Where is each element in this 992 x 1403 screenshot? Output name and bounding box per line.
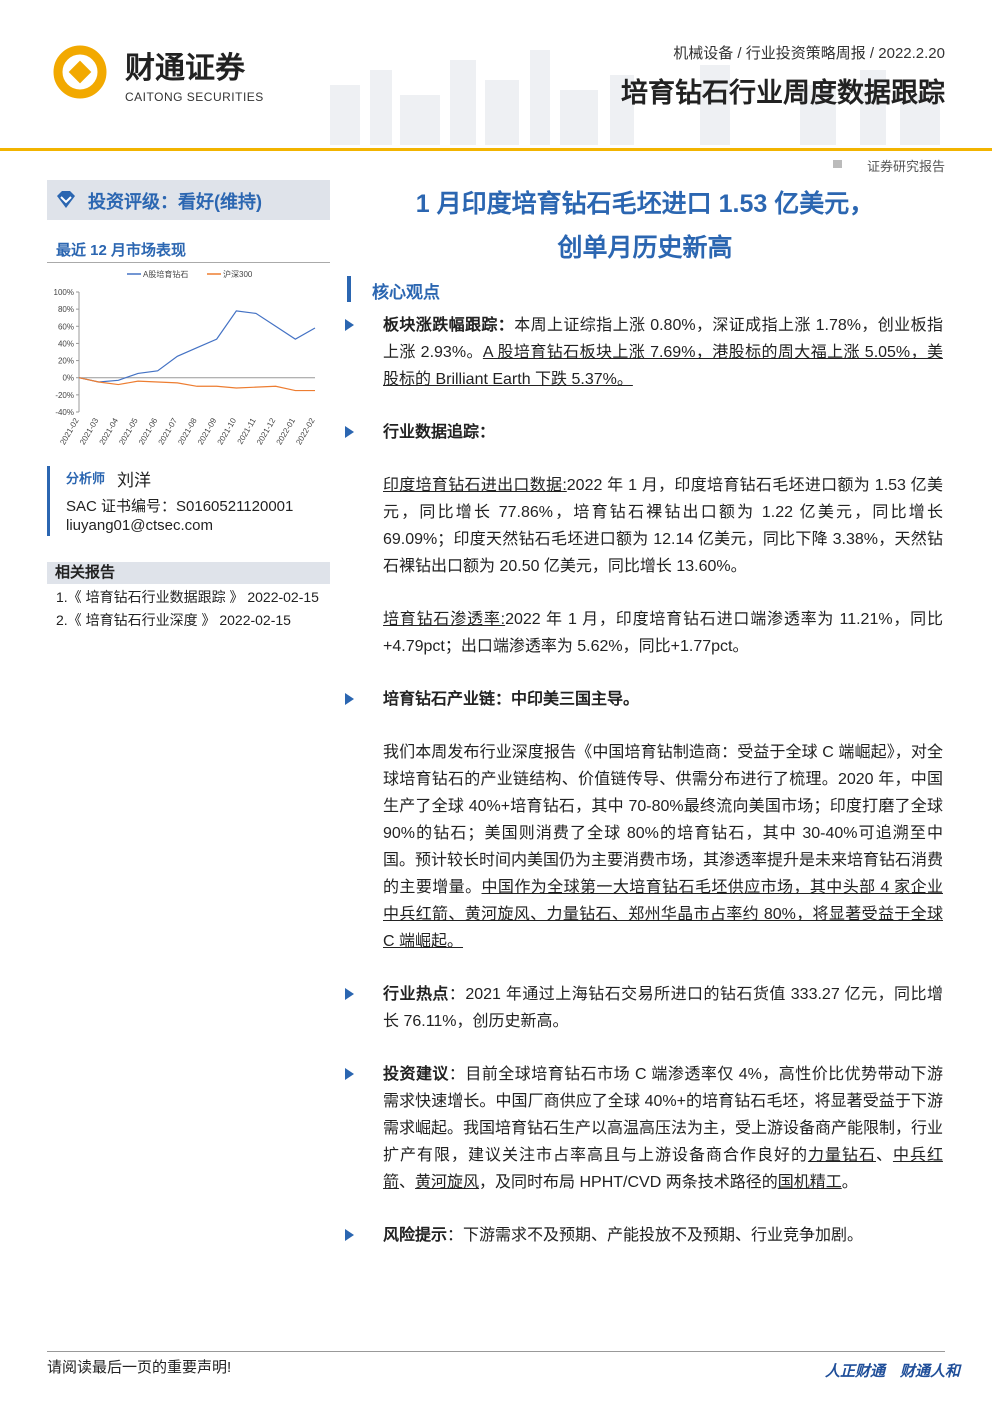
text-run: 行业热点 [383, 986, 449, 1003]
header-graphics: 财通证券 CAITONG SECURITIES 机械设备 / 行业投资策略周报 … [0, 45, 992, 174]
text-run: ：目前全球培育钻石市场 C 端渗透率仅 4%，高性价比优势带动下游需求快速增长。… [383, 1066, 944, 1164]
report-icon [833, 160, 842, 168]
text-run: 印度培育钻石进出口数据: [383, 477, 567, 494]
section-title: 核心观点 [372, 283, 440, 302]
text-run: 2022 年 1 月，印度培育钻石进口端渗透率为 11.21%，同比+4.79p… [383, 611, 943, 655]
related-item: 1.《 培育钻石行业数据跟踪 》 2022-02-15 [56, 589, 319, 605]
text-run: 黄河旋风 [415, 1174, 480, 1191]
y-tick-label: -40% [55, 408, 74, 417]
bullet: 行业数据追踪： 印度培育钻石进出口数据:2022 年 1 月，印度培育钻石毛坯进口… [345, 419, 943, 660]
logo-core [68, 60, 92, 84]
series-line [78, 377, 315, 392]
market-chart: -40%-20%0%20%40%60%80%100%2021-022021-03… [54, 269, 317, 446]
text-run: 投资建议 [383, 1066, 449, 1083]
paragraph: 我们本周发布行业深度报告《中国培育钻制造商：受益于全球 C 端崛起》，对全球培育… [383, 739, 943, 955]
related-list: 1.《 培育钻石行业数据跟踪 》 2022-02-15 2.《 培育钻石行业深度 … [56, 586, 321, 632]
text-run: A 股培育钻石板块上涨 7.69%，港股标的周大福上涨 5.05%，美股标的 B… [383, 344, 943, 388]
y-tick-label: 100% [54, 288, 74, 297]
related-title: 相关报告 [47, 562, 330, 584]
paragraph: 培育钻石产业链：中印美三国主导。 [383, 686, 943, 713]
text-run: 培育钻石渗透率: [383, 611, 506, 628]
bullet: 板块涨跌幅跟踪：本周上证综指上涨 0.80%，深证成指上涨 1.78%，创业板指… [345, 312, 943, 393]
bullet-marker [345, 319, 354, 331]
related-item: 2.《 培育钻石行业深度 》 2022-02-15 [56, 612, 291, 628]
breadcrumb: 机械设备 / 行业投资策略周报 / 2022.2.20 [673, 45, 945, 62]
rating-box [47, 180, 330, 220]
analyst-email: liuyang01@ctsec.com [66, 517, 213, 534]
header-rule [0, 148, 992, 151]
paragraph: 风险提示：下游需求不及预期、产能投放不及预期、行业竞争加剧。 [383, 1222, 943, 1249]
analyst-name: 刘洋 [117, 471, 151, 490]
y-tick-label: -20% [55, 391, 74, 400]
text-run: 风险提示 [383, 1227, 448, 1244]
text-run: 中国作为全球第一大培育钻石毛坯供应市场，其中头部 4 家企业中兵红箭、黄河旋风、… [383, 879, 943, 950]
logo-ring [53, 45, 107, 99]
rating: 投资评级：看好(维持) [88, 192, 262, 212]
y-tick-label: 40% [58, 339, 74, 348]
y-tick-label: 80% [58, 305, 74, 314]
bullet: 风险提示：下游需求不及预期、产能投放不及预期、行业竞争加剧。 [345, 1222, 943, 1249]
title-line: 创单月历史新高 [557, 234, 733, 262]
bullet: 行业热点：2021 年通过上海钻石交易所进口的钻石货值 333.27 亿元，同比… [345, 981, 943, 1035]
bullets: 板块涨跌幅跟踪：本周上证综指上涨 0.80%，深证成指上涨 1.78%，创业板指… [345, 312, 943, 1275]
paragraph: 投资建议：目前全球培育钻石市场 C 端渗透率仅 4%，高性价比优势带动下游需求快… [383, 1061, 943, 1196]
text-run: 2022 年 1 月，印度培育钻石毛坯进口额为 1.53 亿美元，同比增长 77… [383, 477, 943, 575]
text-run: 培育钻石产业链：中印美三国主导。 [383, 691, 640, 708]
series-line [78, 310, 316, 383]
text-run: ，及同时布局 HPHT/CVD 两条技术路径的 [479, 1174, 778, 1191]
text-run: 行业数据追踪： [383, 424, 496, 441]
bullet-marker [345, 1068, 354, 1080]
y-tick-label: 60% [58, 322, 74, 331]
logo-en: CAITONG SECURITIES [125, 90, 264, 104]
legend-label: 沪深300 [223, 269, 253, 279]
paragraph: 培育钻石渗透率:2022 年 1 月，印度培育钻石进口端渗透率为 11.21%，… [383, 606, 943, 660]
bullet-marker [345, 426, 354, 438]
analyst-sac: SAC 证书编号：S0160521120001 [66, 498, 294, 515]
text-run: 我们本周发布行业深度报告《中国培育钻制造商：受益于全球 C 端崛起》，对全球培育… [383, 744, 944, 896]
main-title: 1 月印度培育钻石毛坯进口 1.53 亿美元， 创单月历史新高 [345, 182, 945, 270]
logo-cn: 财通证券 [125, 52, 246, 85]
footer-slogan: 人正财通 财通人和 [824, 1363, 960, 1380]
rule [47, 262, 330, 263]
header-title: 培育钻石行业周度数据跟踪 [621, 77, 945, 108]
analyst-bar [47, 466, 50, 536]
text-run: 、 [875, 1147, 893, 1164]
rating-icon [57, 191, 75, 208]
text-run: 板块涨跌幅跟踪： [383, 317, 515, 334]
x-tick-label: 2022-02 [294, 416, 317, 446]
text-run: 力量钻石 [807, 1147, 876, 1164]
bullet-marker [345, 988, 354, 1000]
footer-rule [47, 1351, 945, 1352]
text-run: ：下游需求不及预期、产能投放不及预期、行业竞争加剧。 [447, 1227, 864, 1244]
analyst-label: 分析师 [66, 471, 106, 486]
bullet: 培育钻石产业链：中印美三国主导。我们本周发布行业深度报告《中国培育钻制造商：受益… [345, 686, 943, 955]
paragraph: 印度培育钻石进出口数据:2022 年 1 月，印度培育钻石毛坯进口额为 1.53… [383, 472, 943, 580]
section-bar [347, 276, 351, 302]
paragraph: 板块涨跌幅跟踪：本周上证综指上涨 0.80%，深证成指上涨 1.78%，创业板指… [383, 312, 943, 393]
bullet-marker [345, 693, 354, 705]
bullet: 投资建议：目前全球培育钻石市场 C 端渗透率仅 4%，高性价比优势带动下游需求快… [345, 1061, 943, 1196]
text-run: 国机精工 [777, 1174, 842, 1191]
report-type: 证券研究报告 [867, 159, 945, 174]
market-title: 最近 12 月市场表现 [56, 242, 187, 259]
text-run: 本周上证综指上涨 0.80%，深证成指上涨 1.78%，创业板指上涨 2.93%… [383, 317, 943, 361]
text-run: 中兵红箭 [383, 1147, 943, 1191]
skyline [330, 50, 940, 145]
y-tick-label: 20% [58, 357, 74, 366]
text-run: 、 [399, 1174, 416, 1191]
paragraph: 行业数据追踪： [383, 419, 943, 446]
y-tick-label: 0% [62, 374, 74, 383]
bullet-marker [345, 1229, 354, 1241]
text-run: 。 [841, 1174, 858, 1191]
paragraph: 行业热点：2021 年通过上海钻石交易所进口的钻石货值 333.27 亿元，同比… [383, 981, 943, 1035]
title-line: 1 月印度培育钻石毛坯进口 1.53 亿美元， [415, 190, 875, 218]
legend-label: A股培育钻石 [143, 269, 188, 279]
footer-notice: 请阅读最后一页的重要声明! [47, 1359, 232, 1376]
text-run: ：2021 年通过上海钻石交易所进口的钻石货值 333.27 亿元，同比增长 7… [383, 986, 943, 1030]
